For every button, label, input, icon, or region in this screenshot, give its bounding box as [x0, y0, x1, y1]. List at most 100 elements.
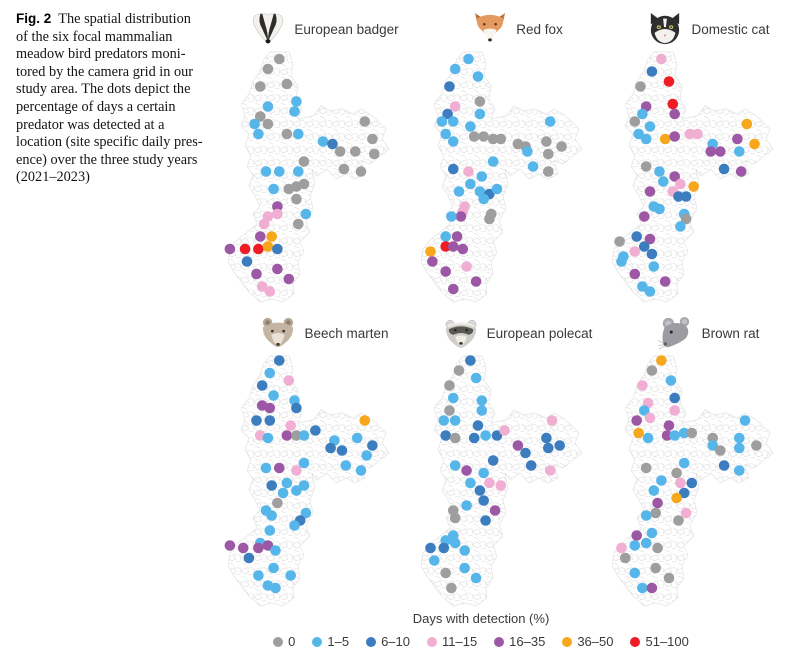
- caption-line: tored by the camera grid in our: [16, 63, 194, 80]
- legend-item: 51–100: [630, 634, 689, 649]
- detection-dot: [268, 562, 279, 574]
- detection-dot: [440, 430, 451, 441]
- detection-dot: [453, 365, 465, 376]
- detection-dot: [429, 555, 440, 566]
- detection-dot: [474, 96, 486, 107]
- panel-european-badger: European badger: [224, 4, 420, 308]
- detection-dot: [461, 500, 472, 511]
- detection-dot: [361, 450, 372, 461]
- detection-dot: [476, 171, 488, 182]
- legend-dot: [426, 636, 437, 647]
- panel-title: Brown rat: [701, 325, 760, 341]
- detection-dot: [543, 166, 554, 177]
- detection-dot: [268, 183, 279, 195]
- legend-dot: [312, 636, 323, 647]
- detection-dot: [631, 415, 642, 426]
- panel-red-fox: Red fox: [420, 4, 613, 308]
- detection-dot: [243, 552, 255, 564]
- detection-dot: [468, 131, 480, 142]
- detection-dot: [449, 63, 461, 75]
- detection-dot: [253, 243, 264, 255]
- detection-dot: [264, 367, 276, 379]
- badger-icon: [249, 12, 287, 46]
- detection-dot: [438, 542, 450, 554]
- detection-dot: [256, 380, 268, 391]
- panel-title: Beech marten: [304, 325, 389, 341]
- detection-dot: [336, 445, 348, 456]
- detection-dot: [616, 256, 627, 267]
- detection-dot: [281, 78, 293, 90]
- detection-dot: [629, 116, 641, 127]
- map-domestic-cat: [611, 51, 774, 303]
- detection-dot: [667, 98, 679, 110]
- detection-dot: [355, 166, 367, 177]
- detection-dot: [270, 545, 281, 556]
- detection-dot: [644, 233, 656, 245]
- detection-dot: [298, 178, 310, 190]
- map-brown-rat: [611, 355, 774, 607]
- detection-dot: [289, 106, 300, 117]
- detection-dot: [633, 427, 644, 439]
- detection-dot: [283, 375, 295, 386]
- detection-dot: [675, 477, 686, 489]
- detection-dot: [669, 430, 680, 441]
- detection-dot: [468, 432, 480, 444]
- detection-dot: [489, 505, 501, 516]
- detection-dot: [470, 572, 482, 584]
- panel-header: European badger: [228, 4, 420, 54]
- detection-dot: [255, 231, 266, 242]
- detection-dot: [484, 213, 495, 225]
- detection-dot: [459, 545, 470, 556]
- detection-dot: [283, 273, 295, 285]
- detection-dot: [669, 392, 680, 404]
- detection-dot: [438, 415, 450, 426]
- detection-dot: [546, 415, 558, 426]
- detection-dot: [635, 81, 646, 92]
- detection-dot: [293, 128, 304, 140]
- detection-dot: [732, 133, 743, 145]
- detection-dot: [669, 108, 680, 120]
- detection-dot: [285, 570, 296, 581]
- detection-dot: [663, 420, 675, 431]
- study-area-outline: [227, 51, 390, 303]
- detection-dot: [355, 465, 367, 476]
- detection-dot: [495, 480, 507, 491]
- detection-dot: [260, 462, 272, 474]
- detection-dot: [646, 248, 658, 260]
- detection-dot: [680, 213, 692, 225]
- detection-dot: [692, 128, 703, 140]
- panel-header: European polecat: [421, 308, 613, 358]
- detection-dot: [499, 425, 510, 436]
- detection-dot: [251, 268, 262, 280]
- caption-line: predator was detected at a: [16, 116, 165, 133]
- detection-dot: [472, 71, 484, 82]
- detection-dot: [249, 118, 260, 130]
- detection-dot: [340, 460, 352, 471]
- panel-title: Domestic cat: [691, 21, 770, 37]
- detection-dot: [556, 141, 567, 152]
- detection-dot: [669, 131, 680, 142]
- panel-brown-rat: Brown rat: [611, 308, 803, 612]
- detection-dot: [293, 218, 304, 230]
- caption-line: ence) over the three study years: [16, 151, 198, 168]
- detection-dot: [459, 562, 470, 574]
- detection-dot: [359, 116, 371, 127]
- detection-dot: [442, 108, 453, 120]
- detection-dot: [351, 432, 363, 444]
- detection-dot: [260, 166, 272, 177]
- detection-dot: [739, 415, 751, 426]
- detection-dot: [327, 138, 338, 150]
- detection-dot: [686, 427, 698, 439]
- detection-dot: [640, 462, 652, 474]
- detection-dot: [440, 567, 451, 579]
- detection-dot: [465, 121, 476, 132]
- panel-title: European badger: [294, 21, 399, 37]
- legend-item: 36–50: [562, 634, 613, 649]
- detection-dot: [478, 193, 489, 205]
- detection-dot: [289, 520, 300, 531]
- detection-dot: [334, 146, 346, 157]
- detection-dot: [449, 432, 461, 444]
- detection-dot: [686, 477, 698, 489]
- detection-dot: [253, 128, 264, 140]
- detection-dot: [629, 268, 641, 280]
